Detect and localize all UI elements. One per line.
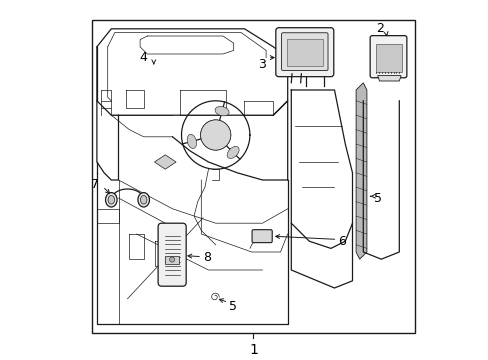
Ellipse shape (215, 107, 229, 116)
Text: 2: 2 (375, 22, 383, 35)
Ellipse shape (138, 193, 149, 207)
Ellipse shape (187, 134, 196, 148)
Polygon shape (355, 83, 366, 259)
Text: 3: 3 (257, 58, 265, 71)
Bar (375, 44, 401, 72)
Text: 5: 5 (229, 300, 237, 312)
Text: 4: 4 (139, 51, 146, 64)
Ellipse shape (108, 195, 114, 204)
Text: 5: 5 (373, 192, 381, 204)
Ellipse shape (140, 195, 146, 204)
Text: 7: 7 (91, 178, 99, 191)
Text: 6: 6 (337, 235, 346, 248)
Bar (165, 256, 179, 264)
Circle shape (200, 120, 230, 150)
Text: 8: 8 (203, 251, 211, 264)
Ellipse shape (105, 193, 117, 207)
FancyBboxPatch shape (158, 223, 186, 286)
Polygon shape (377, 76, 400, 81)
Polygon shape (154, 155, 176, 169)
FancyBboxPatch shape (251, 230, 272, 243)
Text: 1: 1 (248, 343, 257, 357)
FancyBboxPatch shape (275, 28, 333, 77)
Bar (91, 20, 415, 333)
Bar (286, 39, 322, 66)
FancyBboxPatch shape (281, 33, 327, 71)
FancyBboxPatch shape (369, 36, 406, 78)
Ellipse shape (226, 147, 239, 158)
Circle shape (169, 257, 174, 262)
